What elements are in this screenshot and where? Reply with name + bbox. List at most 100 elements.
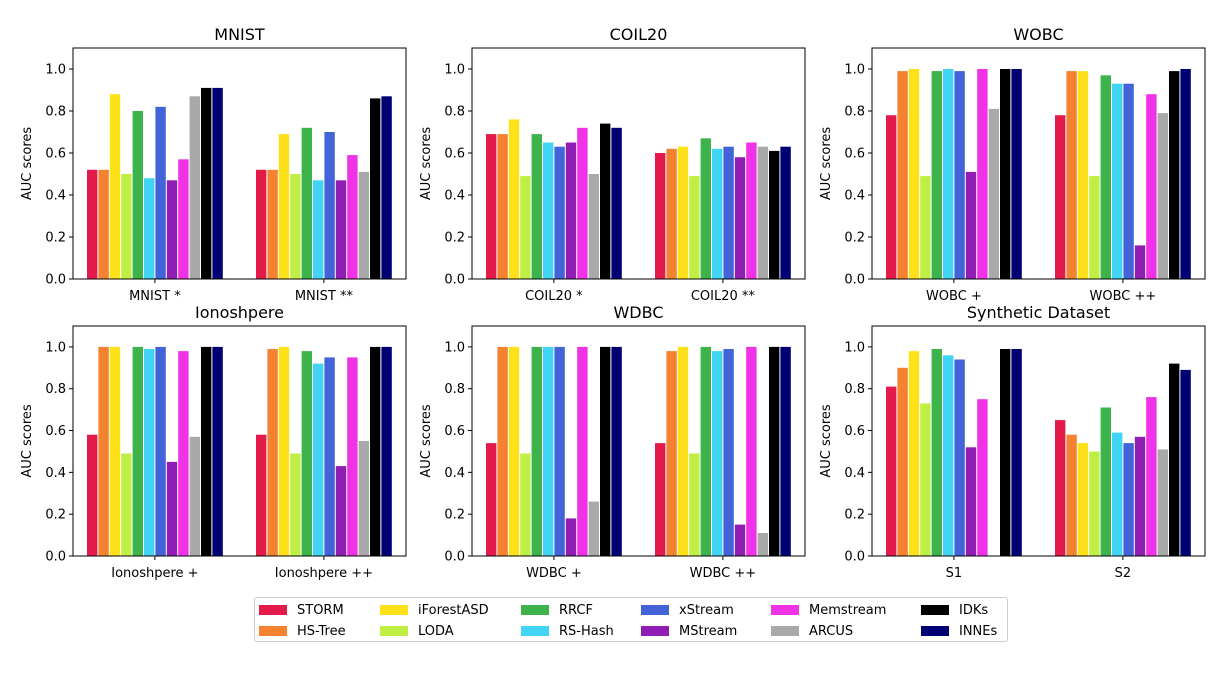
bar-loda-1 — [121, 174, 132, 279]
chart-title: Synthetic Dataset — [967, 303, 1110, 322]
legend: STORM HS-Tree iForestASD LODA RRCF RS-Hash xSt… — [254, 597, 1008, 642]
legend-item-rs-hash: RS-Hash — [521, 622, 614, 640]
y-axis-label: AUC scores — [419, 404, 434, 478]
bar-innes-1 — [212, 346, 223, 556]
legend-item-rrcf: RRCF — [521, 601, 593, 619]
bar-mstream-2 — [335, 466, 347, 556]
bar-hs-tree-2 — [666, 351, 677, 556]
bar-rs-hash-2 — [1112, 83, 1123, 279]
bar-loda-2 — [689, 176, 700, 279]
y-axis-label: AUC scores — [419, 127, 434, 201]
y-axis-label: AUC scores — [819, 127, 834, 201]
chart-panel-2: 0.0 0.2 0.4 0.6 0.8 1.0 COIL20 * COIL20 ** COIL2… — [419, 25, 806, 304]
bar-iforestasd-1 — [508, 346, 520, 556]
legend-label: ARCUS — [809, 623, 854, 639]
legend-label: Memstream — [809, 602, 887, 618]
plot-frame — [871, 325, 1206, 557]
bar-memstream-1 — [977, 399, 988, 556]
bar-iforestasd-2 — [1077, 71, 1089, 279]
bar-idks-2 — [769, 346, 780, 556]
legend-swatch — [259, 626, 287, 636]
bar-rrcf-1 — [931, 71, 942, 279]
y-tick-label: 0.2 — [444, 231, 465, 246]
bar-idks-2 — [1169, 363, 1180, 556]
y-tick-label: 0.0 — [45, 273, 66, 288]
legend-label: LODA — [418, 623, 454, 639]
y-tick-label: 1.0 — [844, 340, 865, 355]
bar-rs-hash-2 — [712, 148, 723, 279]
bar-iforestasd-1 — [908, 351, 920, 556]
y-tick-label: 1.0 — [444, 63, 465, 78]
bar-arcus-1 — [588, 501, 599, 556]
x-tick-label: Ionoshpere + — [111, 566, 198, 581]
bar-innes-1 — [611, 346, 622, 556]
bar-rrcf-2 — [301, 127, 312, 279]
bar-arcus-1 — [189, 96, 200, 279]
plot-frame — [72, 325, 407, 557]
bar-innes-1 — [212, 87, 223, 280]
bar-hs-tree-1 — [497, 346, 508, 556]
y-axis-label: AUC scores — [819, 404, 834, 478]
bar-storm-2 — [655, 443, 666, 556]
bar-arcus-2 — [757, 533, 768, 556]
legend-label: xStream — [679, 602, 734, 618]
legend-swatch — [921, 626, 949, 636]
bar-storm-1 — [87, 169, 98, 279]
legend-swatch — [771, 626, 799, 636]
y-tick-label: 0.2 — [45, 508, 66, 523]
y-tick-label: 0.8 — [444, 382, 465, 397]
legend-swatch — [380, 605, 408, 615]
chart-panel-1: 0.0 0.2 0.4 0.6 0.8 1.0 MNIST * MNIST ** MNIST AU… — [20, 25, 407, 304]
x-tick-label: MNIST * — [129, 289, 181, 304]
y-tick-label: 0.4 — [844, 466, 865, 481]
bar-xstream-2 — [324, 132, 335, 279]
legend-item-loda: LODA — [380, 622, 454, 640]
bar-idks-2 — [370, 98, 381, 280]
bar-loda-2 — [290, 453, 301, 556]
y-tick-label: 1.0 — [45, 340, 66, 355]
y-tick-label: 0.8 — [844, 382, 865, 397]
bar-idks-1 — [600, 346, 611, 556]
y-tick-label: 1.0 — [844, 63, 865, 78]
bar-mstream-1 — [965, 447, 977, 556]
bar-rrcf-2 — [301, 351, 312, 556]
bar-xstream-1 — [155, 106, 166, 279]
y-tick-label: 0.2 — [444, 508, 465, 523]
bar-idks-2 — [1169, 71, 1180, 279]
bar-arcus-2 — [757, 146, 768, 279]
bar-hs-tree-2 — [267, 169, 278, 279]
legend-label: INNEs — [959, 623, 998, 639]
x-tick-label: COIL20 ** — [691, 289, 756, 304]
y-tick-label: 0.8 — [844, 105, 865, 120]
legend-swatch — [641, 605, 669, 615]
bar-rs-hash-1 — [144, 349, 155, 556]
bar-rrcf-2 — [700, 346, 711, 556]
bar-memstream-2 — [1146, 94, 1157, 279]
bar-loda-2 — [1089, 176, 1100, 279]
x-tick-label: Ionoshpere ++ — [275, 566, 373, 581]
bar-xstream-2 — [1123, 443, 1134, 556]
bar-idks-2 — [769, 150, 780, 279]
bar-rs-hash-1 — [144, 178, 155, 279]
bar-storm-2 — [1055, 420, 1066, 556]
y-tick-label: 0.8 — [45, 382, 66, 397]
y-tick-label: 0.8 — [444, 105, 465, 120]
bar-hs-tree-2 — [1066, 71, 1077, 279]
y-tick-label: 0.6 — [444, 424, 465, 439]
bar-iforestasd-2 — [278, 346, 290, 556]
bar-innes-1 — [1011, 349, 1022, 556]
bar-idks-1 — [1000, 349, 1011, 556]
y-tick-label: 0.4 — [444, 466, 465, 481]
y-tick-label: 0.0 — [45, 550, 66, 565]
bar-loda-1 — [121, 453, 132, 556]
y-axis-label: AUC scores — [20, 404, 35, 478]
bar-hs-tree-1 — [897, 367, 908, 556]
bar-rrcf-2 — [1100, 407, 1111, 556]
bar-memstream-2 — [347, 155, 358, 279]
bar-rs-hash-1 — [543, 346, 554, 556]
bar-memstream-1 — [977, 69, 988, 279]
bar-storm-2 — [1055, 115, 1066, 279]
bar-mstream-2 — [1134, 245, 1146, 279]
bar-idks-1 — [1000, 69, 1011, 279]
